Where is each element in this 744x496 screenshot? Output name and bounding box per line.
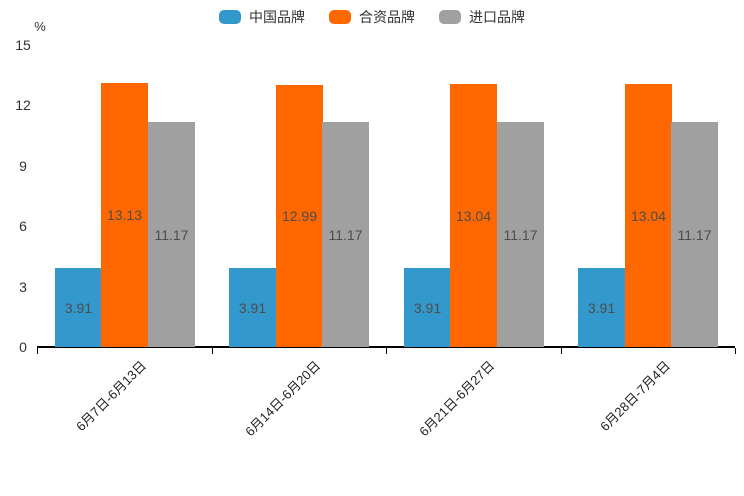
x-axis-line: [37, 346, 735, 348]
legend-swatch-icon: [219, 10, 241, 24]
bar-合资品牌-4[interactable]: [625, 84, 672, 347]
bar-value-label: 11.17: [328, 227, 363, 243]
bar-中国品牌-4[interactable]: [578, 268, 625, 347]
y-axis-tick-label: 3: [19, 279, 27, 295]
bar-value-label: 3.91: [238, 300, 267, 316]
y-axis-unit-label: %: [34, 19, 46, 34]
bar-value-label: 11.17: [154, 227, 189, 243]
y-axis-tick-label: 12: [15, 97, 31, 113]
bar-中国品牌-1[interactable]: [55, 268, 102, 347]
x-axis-category-label: 6月14日-6月20日: [242, 358, 324, 440]
bar-进口品牌-3[interactable]: [497, 122, 544, 347]
bar-进口品牌-1[interactable]: [148, 122, 195, 347]
bar-value-label: 3.91: [587, 300, 616, 316]
y-axis-tick-label: 15: [15, 37, 31, 53]
bar-进口品牌-4[interactable]: [671, 122, 718, 347]
bar-value-label: 11.17: [677, 227, 712, 243]
bar-value-label: 13.04: [455, 208, 492, 224]
y-axis-tick-label: 0: [19, 339, 27, 355]
x-axis-category-label: 6月7日-6月13日: [72, 358, 149, 435]
x-axis-tick: [735, 348, 736, 354]
legend-item-进口品牌[interactable]: 进口品牌: [439, 8, 525, 26]
bar-合资品牌-2[interactable]: [276, 85, 323, 347]
bar-合资品牌-3[interactable]: [450, 84, 497, 347]
bar-value-label: 3.91: [413, 300, 442, 316]
bar-进口品牌-2[interactable]: [322, 122, 369, 347]
bar-value-label: 11.17: [503, 227, 538, 243]
y-axis-tick-label: 6: [19, 218, 27, 234]
bar-中国品牌-3[interactable]: [404, 268, 451, 347]
legend-label: 合资品牌: [359, 9, 415, 25]
bar-value-label: 13.04: [630, 208, 667, 224]
bar-value-label: 13.13: [106, 207, 143, 223]
chart-legend: 中国品牌 合资品牌 进口品牌: [0, 8, 744, 26]
y-axis-tick-label: 9: [19, 158, 27, 174]
x-axis-category-label: 6月28日-7月4日: [596, 358, 673, 435]
legend-item-中国品牌[interactable]: 中国品牌: [219, 8, 305, 26]
legend-swatch-icon: [439, 10, 461, 24]
bar-中国品牌-2[interactable]: [229, 268, 276, 347]
bar-合资品牌-1[interactable]: [101, 83, 148, 347]
x-axis-tick: [212, 348, 213, 354]
x-axis-tick: [37, 348, 38, 354]
legend-label: 中国品牌: [249, 9, 305, 25]
bar-value-label: 12.99: [281, 208, 318, 224]
legend-swatch-icon: [329, 10, 351, 24]
x-axis-category-label: 6月21日-6月27日: [416, 358, 498, 440]
x-axis-tick: [561, 348, 562, 354]
legend-label: 进口品牌: [469, 9, 525, 25]
bar-value-label: 3.91: [64, 300, 93, 316]
x-axis-tick: [386, 348, 387, 354]
legend-item-合资品牌[interactable]: 合资品牌: [329, 8, 415, 26]
